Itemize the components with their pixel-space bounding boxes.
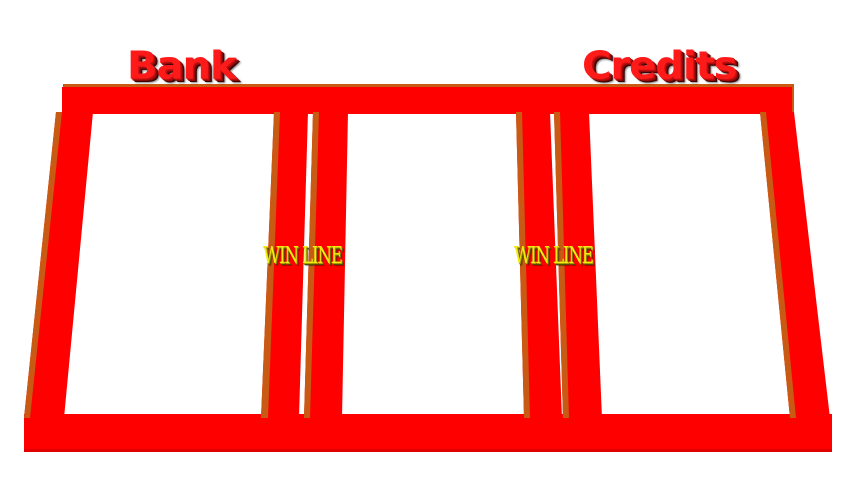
reel-2-left-post: [304, 112, 348, 418]
credits-label: Credits: [582, 44, 737, 88]
reel-2-right-post: [516, 112, 562, 418]
top-bar: [62, 84, 794, 114]
right-outer-post: [760, 112, 830, 418]
reel-1-right-post: [261, 112, 308, 418]
bottom-bar: [24, 414, 832, 452]
win-line-marker-left: WIN LINE: [263, 243, 343, 269]
bank-label: Bank: [127, 44, 237, 88]
win-line-marker-right: WIN LINE: [514, 243, 594, 269]
left-outer-post: [24, 112, 93, 418]
reel-3-left-post: [554, 112, 602, 418]
